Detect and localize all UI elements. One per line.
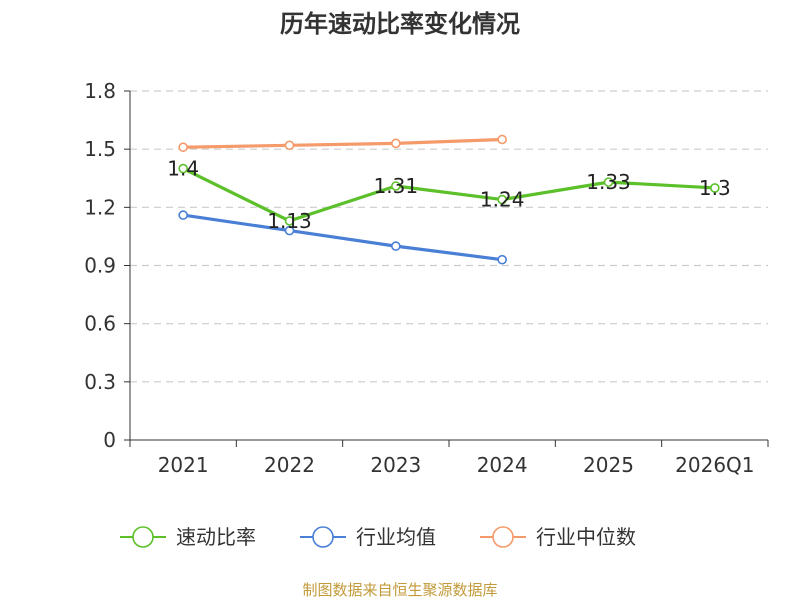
data-point[interactable] xyxy=(497,194,507,205)
x-tick-label: 2023 xyxy=(370,453,421,477)
data-label: 1.24 xyxy=(480,188,525,212)
chart-title: 历年速动比率变化情况 xyxy=(280,10,520,38)
data-point[interactable] xyxy=(284,216,295,226)
data-point[interactable] xyxy=(391,241,401,251)
data-point[interactable] xyxy=(284,140,295,151)
data-point[interactable] xyxy=(497,254,507,265)
y-tick-label: 0 xyxy=(103,428,116,452)
y-tick-label: 1.2 xyxy=(84,195,116,219)
data-point[interactable] xyxy=(178,142,188,153)
data-point[interactable] xyxy=(710,183,720,193)
data-point[interactable] xyxy=(391,138,401,149)
x-tick-label: 2024 xyxy=(477,453,528,477)
legend-marker xyxy=(492,526,514,548)
legend-marker xyxy=(132,526,154,548)
y-tick-label: 0.9 xyxy=(84,254,116,278)
data-labels: 1.4 1.13 1.31 1.24 1.33 1.3 xyxy=(167,157,730,233)
data-point[interactable] xyxy=(178,210,188,220)
data-point[interactable] xyxy=(284,225,295,236)
legend-item-1[interactable]: 速动比率 xyxy=(120,525,256,549)
source-note: 制图数据来自恒生聚源数据库 xyxy=(302,581,497,599)
legend-marker xyxy=(312,526,334,548)
legend[interactable]: 速动比率 行业均值 行业中位数 xyxy=(120,525,636,549)
series-line xyxy=(181,166,717,223)
x-tick-label: 2026Q1 xyxy=(675,453,754,477)
legend-label: 行业均值 xyxy=(356,525,436,549)
legend-label: 行业中位数 xyxy=(536,525,636,549)
y-tick-label: 1.8 xyxy=(84,79,116,103)
legend-item-3[interactable]: 行业中位数 xyxy=(480,525,636,549)
axes: 0 0.3 0.6 0.9 1.2 1.5 1.8 2021 2022 2023 2024 2025 2… xyxy=(84,79,769,477)
grid-lines xyxy=(130,90,768,383)
series-layer xyxy=(178,134,720,265)
data-point[interactable] xyxy=(178,163,188,174)
data-point[interactable] xyxy=(391,181,401,191)
y-tick-label: 1.5 xyxy=(84,137,116,161)
data-label: 1.3 xyxy=(699,176,731,200)
series-line xyxy=(181,213,504,262)
series-1 xyxy=(178,163,720,226)
y-tick-label: 0.3 xyxy=(84,370,116,394)
y-tick-label: 0.6 xyxy=(84,312,116,336)
series-line xyxy=(181,137,504,149)
series-3 xyxy=(178,134,507,153)
data-label: 1.33 xyxy=(586,170,631,194)
data-label: 1.4 xyxy=(167,157,199,181)
data-label: 1.13 xyxy=(267,209,312,233)
legend-label: 速动比率 xyxy=(176,525,256,549)
data-point[interactable] xyxy=(497,134,507,145)
series-2 xyxy=(178,210,507,265)
x-tick-label: 2025 xyxy=(583,453,634,477)
x-tick-label: 2021 xyxy=(158,453,209,477)
x-tick-label: 2022 xyxy=(264,453,315,477)
data-label: 1.31 xyxy=(374,174,419,198)
legend-item-2[interactable]: 行业均值 xyxy=(300,525,436,549)
data-point[interactable] xyxy=(603,177,614,187)
